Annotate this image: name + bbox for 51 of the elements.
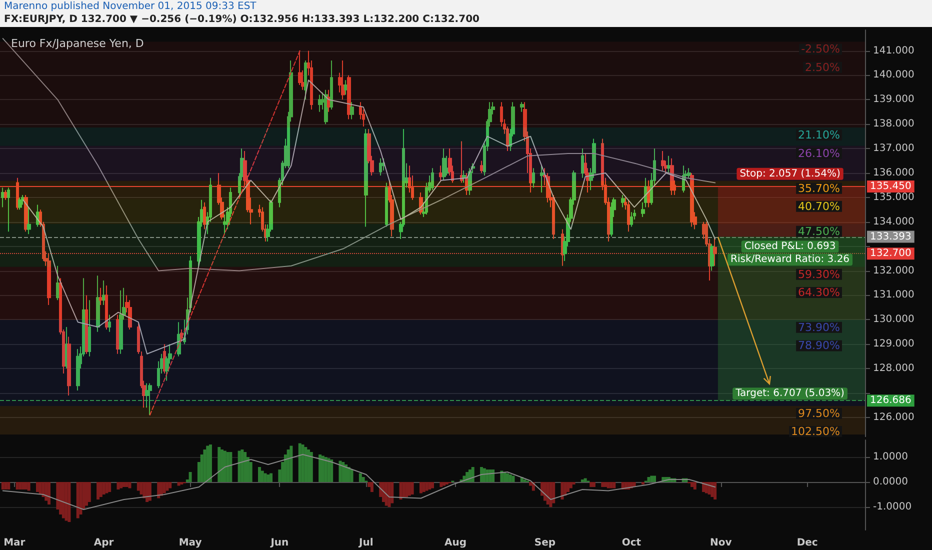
y-tick-label: 134.000 (873, 216, 914, 228)
band-label: 35.70% (798, 182, 840, 195)
band-label: 73.90% (798, 320, 840, 334)
text: Marenno published November 01, 2015 09:33 EST (4, 1, 256, 12)
y-tick-label: 135.000 (873, 192, 914, 203)
y-tick-label: 129.000 (873, 338, 914, 350)
x-tick-label: May (178, 538, 202, 548)
y-tick-label: 126.000 (873, 412, 914, 423)
band-label: 2.50% (805, 60, 840, 74)
ref-line-label: 133.393 (870, 231, 912, 242)
band-label: -2.50% (801, 42, 840, 56)
y-tick-label: 132.000 (873, 265, 914, 276)
band-label: 102.50% (791, 425, 840, 438)
x-tick-label: Jun (270, 538, 289, 548)
x-tick-label: Dec (796, 538, 818, 548)
x-tick-label: Mar (4, 538, 26, 548)
band-label: 97.50% (798, 406, 840, 420)
annotation: Stop: 2.057 (1.54%) (740, 168, 840, 180)
band-label: 59.30% (798, 268, 840, 281)
ref-line-label: 126.686 (870, 395, 912, 406)
y-tick-label: 128.000 (873, 363, 914, 374)
annotation: Risk/Reward Ratio: 3.26 (730, 254, 850, 266)
annotation: Target: 6.707 (5.03%) (734, 388, 845, 400)
x-tick-label: Sep (534, 538, 556, 548)
x-tick-label: Jul (358, 538, 374, 548)
y-tick-label: 1.0000 (873, 452, 908, 462)
y-tick-label: 141.000 (873, 45, 914, 56)
band-label: 64.30% (798, 286, 840, 299)
y-tick-label: 0.0000 (873, 476, 908, 488)
text: Euro Fx/Japanese Yen, D (11, 37, 144, 50)
y-tick-label: 130.000 (873, 314, 914, 326)
y-tick-label: 136.000 (873, 168, 914, 178)
y-tick-label: -1.0000 (873, 502, 912, 512)
x-tick-label: Oct (622, 538, 642, 548)
x-tick-label: Aug (444, 538, 467, 548)
ref-line-label: 132.700 (870, 248, 912, 260)
band-label: 26.10% (798, 146, 840, 160)
ref-line-label: 135.450 (870, 180, 912, 192)
band-label: 78.90% (798, 339, 840, 352)
band-label: 40.70% (798, 200, 840, 213)
y-tick-label: 131.000 (873, 290, 914, 301)
x-tick-label: Nov (710, 538, 732, 548)
x-tick-label: Apr (94, 538, 114, 548)
annotation: Closed P&L: 0.693 (744, 241, 836, 252)
y-tick-label: 140.000 (873, 70, 914, 81)
y-tick-label: 139.000 (873, 94, 914, 106)
y-tick-label: 137.000 (873, 143, 914, 154)
y-tick-label: 138.000 (873, 118, 914, 130)
band-label: 47.50% (798, 224, 840, 238)
chart-subtitle: FX:EURJPY, D 132.700 ▼ −0.256 (−0.19%) O:132.956 H:133.393 L:132.200 C:132.700 (4, 14, 480, 25)
band-label: 21.10% (798, 128, 840, 142)
